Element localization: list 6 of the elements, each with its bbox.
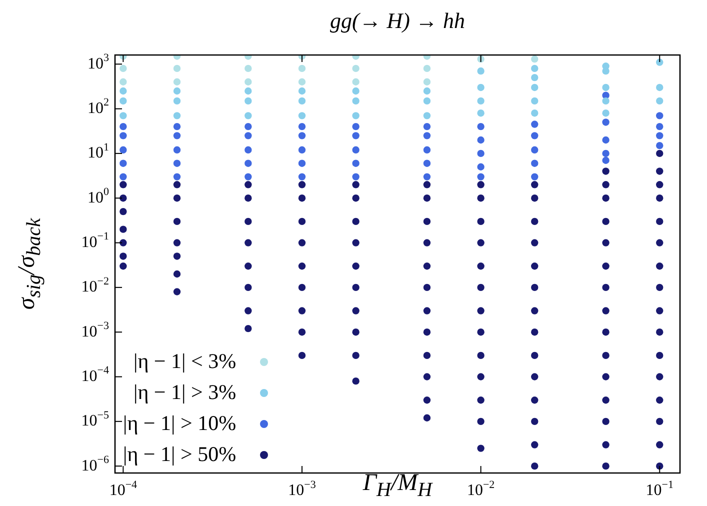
- chart-title: gg(→ H) → hh: [328, 8, 466, 34]
- x-axis-title: Γ$_{H}$/M$_{H}$: [362, 470, 432, 501]
- legend-label: |η − 1| > 3%: [134, 379, 236, 406]
- legend-label: |η − 1| > 50%: [123, 441, 236, 468]
- legend-label: |η − 1| < 3%: [134, 348, 236, 375]
- legend-label: |η − 1| > 10%: [123, 410, 236, 437]
